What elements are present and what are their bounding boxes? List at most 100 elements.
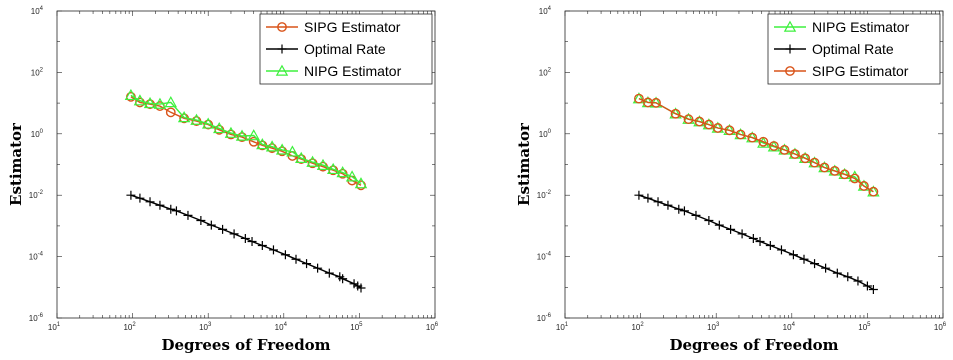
x-tick-exp: 4	[284, 322, 288, 328]
data-point-nipg-estimator	[326, 162, 340, 175]
x-tick-label: 104	[275, 322, 288, 332]
data-point-sipg-estimator	[829, 165, 840, 176]
data-point-optimal-rate	[126, 190, 136, 200]
x-tick-base: 10	[858, 323, 867, 332]
data-point-optimal-rate	[853, 276, 863, 286]
data-point-nipg-estimator	[295, 151, 308, 163]
legend-label: SIPG Estimator	[812, 63, 909, 79]
data-point-optimal-rate	[166, 204, 176, 214]
y-tick-label: 104	[31, 6, 44, 16]
x-tick-label: 106	[426, 322, 439, 332]
x-tick-label: 101	[556, 322, 569, 332]
x-tick-base: 10	[199, 323, 208, 332]
x-tick-exp: 5	[359, 322, 363, 328]
y-tick-exp: -6	[546, 313, 552, 319]
y-tick-base: 10	[29, 191, 38, 200]
data-point-optimal-rate	[755, 237, 765, 247]
data-point-nipg-estimator	[316, 158, 330, 170]
x-tick-exp: 6	[435, 322, 439, 328]
x-tick-exp: 1	[57, 322, 61, 328]
data-point-optimal-rate	[765, 240, 775, 250]
legend-marker	[277, 44, 287, 54]
data-point-optimal-rate	[868, 284, 878, 294]
legend-marker	[783, 20, 797, 32]
data-point-nipg-estimator	[143, 96, 157, 109]
x-axis-label: Degrees of Freedom	[669, 336, 838, 354]
legend-label: SIPG Estimator	[304, 19, 401, 35]
data-point-optimal-rate	[206, 220, 216, 230]
y-axis-label: Estimator	[7, 122, 25, 206]
data-point-optimal-rate	[776, 245, 786, 255]
y-axis-label: Estimator	[515, 122, 533, 206]
data-point-sipg-estimator	[758, 136, 769, 147]
data-point-optimal-rate	[196, 215, 206, 225]
x-tick-label: 102	[123, 322, 136, 332]
y-tick-exp: -4	[546, 252, 552, 258]
data-point-optimal-rate	[324, 268, 334, 278]
data-point-optimal-rate	[832, 268, 842, 278]
x-axis: 101 102 103 104 105 106	[48, 11, 439, 332]
y-tick-base: 10	[31, 7, 40, 16]
x-tick-base: 10	[783, 323, 792, 332]
y-tick-exp: 2	[40, 67, 44, 73]
data-point-sipg-estimator	[849, 173, 860, 184]
x-tick-base: 10	[123, 323, 132, 332]
y-tick-exp: 0	[548, 129, 552, 135]
data-point-optimal-rate	[257, 240, 267, 250]
data-point-optimal-rate	[302, 259, 312, 269]
data-point-nipg-estimator	[286, 145, 299, 157]
x-tick-exp: 6	[943, 322, 947, 328]
data-point-sipg-estimator	[165, 107, 176, 118]
data-point-nipg-estimator	[336, 166, 349, 178]
data-point-optimal-rate	[171, 206, 181, 216]
legend-label: Optimal Rate	[304, 41, 386, 57]
legend-marker	[785, 66, 795, 76]
legend: SIPG Estimator Optimal Rate NIPG Estimator	[259, 13, 433, 85]
data-point-nipg-estimator	[275, 143, 289, 155]
y-tick-exp: 2	[548, 67, 552, 73]
x-tick-exp: 3	[716, 322, 720, 328]
data-point-optimal-rate	[748, 233, 758, 243]
data-point-nipg-estimator	[235, 129, 249, 141]
data-point-optimal-rate	[313, 263, 323, 273]
legend-item-nipg-estimator: NIPG Estimator	[266, 63, 402, 79]
y-tick-exp: 0	[40, 129, 44, 135]
x-tick-label: 106	[934, 322, 947, 332]
legend-item-sipg-estimator: SIPG Estimator	[266, 19, 401, 35]
series-optimal-rate	[634, 190, 878, 294]
y-tick-exp: 4	[548, 6, 552, 12]
y-tick-label: 10-4	[29, 252, 44, 262]
y-tick-label: 100	[31, 129, 44, 139]
data-point-nipg-estimator	[133, 94, 147, 106]
y-tick-exp: -6	[38, 313, 44, 319]
y-tick-label: 10-2	[537, 190, 552, 200]
legend-marker	[785, 44, 795, 54]
series-sipg-estimator	[634, 93, 879, 197]
data-point-sipg-estimator	[819, 162, 830, 173]
data-point-nipg-estimator	[256, 138, 269, 150]
data-point-nipg-estimator	[848, 170, 861, 182]
x-tick-label: 104	[783, 322, 796, 332]
y-tick-label: 10-2	[29, 190, 44, 200]
data-point-nipg-estimator	[190, 113, 203, 125]
data-point-sipg-estimator	[790, 149, 800, 159]
data-point-optimal-rate	[788, 250, 798, 260]
data-point-optimal-rate	[268, 245, 278, 255]
x-tick-label: 103	[707, 322, 720, 332]
legend-item-optimal-rate: Optimal Rate	[266, 41, 386, 57]
x-tick-exp: 2	[640, 322, 644, 328]
data-point-optimal-rate	[714, 220, 724, 230]
data-point-nipg-estimator	[345, 170, 359, 182]
data-point-optimal-rate	[183, 210, 193, 220]
data-point-optimal-rate	[145, 197, 155, 207]
data-point-nipg-estimator	[213, 121, 226, 134]
y-tick-base: 10	[537, 253, 546, 262]
y-tick-exp: 4	[40, 6, 44, 12]
legend-label: NIPG Estimator	[812, 19, 910, 35]
y-tick-label: 10-6	[537, 313, 552, 323]
data-point-sipg-estimator	[800, 153, 811, 164]
data-point-sipg-estimator	[203, 119, 214, 130]
y-tick-label: 102	[31, 67, 44, 77]
data-point-sipg-estimator	[868, 186, 879, 197]
